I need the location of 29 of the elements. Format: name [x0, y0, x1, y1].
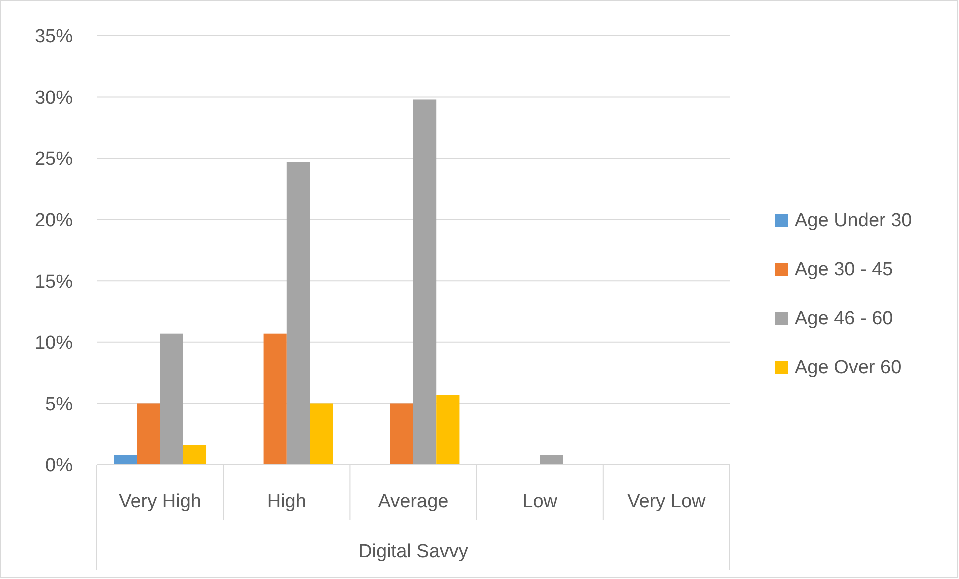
x-tick-label: Very High: [119, 492, 202, 513]
x-tick-label: High: [267, 492, 306, 513]
bar: [286, 162, 310, 465]
bar: [137, 404, 160, 465]
x-tick-label: Very Low: [628, 492, 706, 513]
y-tick-label: 35%: [34, 26, 74, 48]
bar: [436, 395, 460, 465]
bar: [310, 404, 334, 465]
bar: [183, 445, 207, 465]
legend-label: Age Under 30: [795, 210, 912, 232]
y-tick-label: 5%: [46, 394, 74, 416]
legend-label: Age 30 - 45: [795, 260, 894, 281]
x-tick-label: Average: [378, 492, 449, 513]
y-tick-label: 25%: [34, 149, 74, 170]
bar: [264, 334, 287, 465]
bar: [160, 334, 184, 465]
y-tick-label: 30%: [34, 88, 74, 109]
legend-label: Age Over 60: [795, 358, 902, 379]
x-tick-label: Low: [522, 492, 558, 513]
x-axis-title: Digital Savvy: [358, 542, 469, 563]
legend-label: Age 46 - 60: [795, 308, 894, 330]
bar: [414, 100, 437, 465]
y-tick-label: 15%: [34, 272, 74, 293]
bar: [114, 455, 138, 465]
y-tick-label: 20%: [34, 210, 74, 232]
y-tick-label: 10%: [34, 333, 74, 354]
bar: [540, 455, 564, 465]
y-tick-label: 0%: [46, 456, 74, 477]
bar: [390, 404, 414, 465]
